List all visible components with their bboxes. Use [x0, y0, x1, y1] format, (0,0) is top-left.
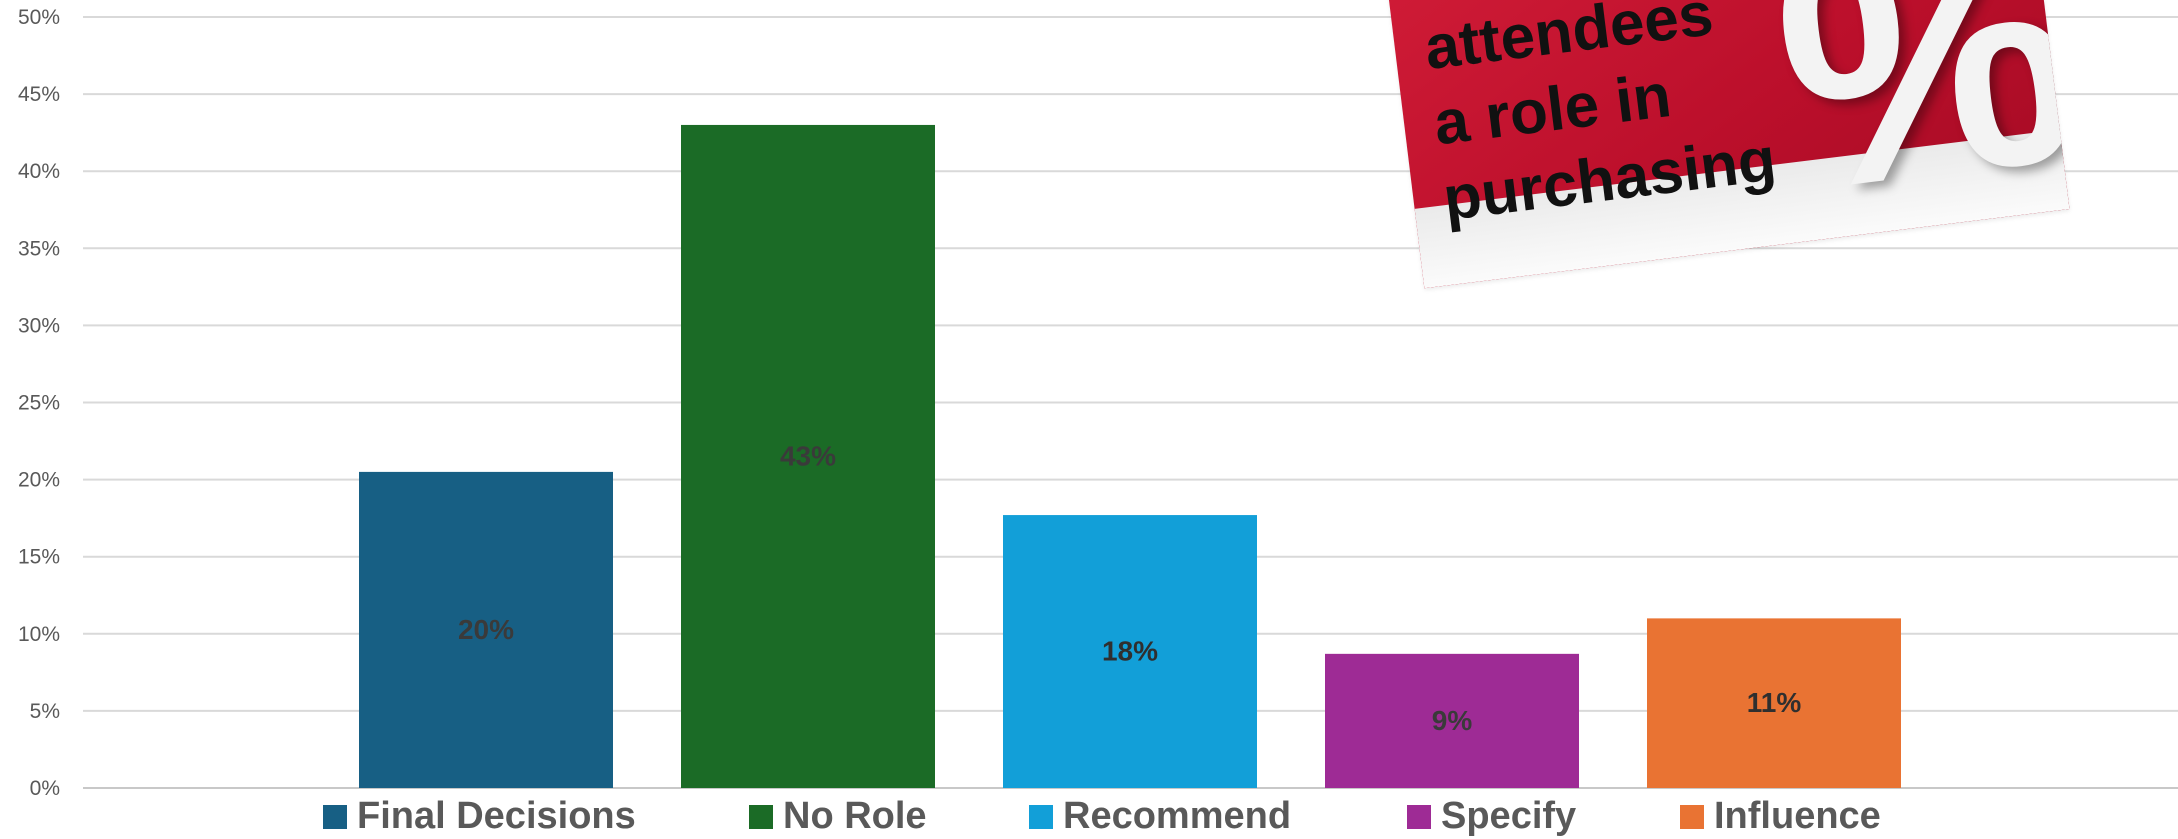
legend-swatch: [323, 805, 347, 829]
y-tick-label: 10%: [18, 623, 60, 646]
y-tick-label: 15%: [18, 546, 60, 569]
y-tick-label: 25%: [18, 392, 60, 415]
legend-swatch: [1407, 805, 1431, 829]
y-tick-label: 0%: [30, 777, 60, 800]
y-tick-label: 20%: [18, 469, 60, 492]
y-tick-label: 30%: [18, 314, 60, 337]
y-tick-label: 45%: [18, 83, 60, 106]
y-tick-label: 35%: [18, 237, 60, 260]
legend-swatch: [749, 805, 773, 829]
data-label: 11%: [1747, 687, 1802, 718]
legend-swatch: [1680, 805, 1704, 829]
legend-label: No Role: [783, 795, 927, 837]
legend-swatch: [1029, 805, 1053, 829]
legend-label: Influence: [1714, 795, 1881, 837]
legend: Final Decisions No Role Recommend Specify In…: [323, 795, 1881, 837]
y-tick-label: 50%: [18, 6, 60, 29]
y-tick-label: 40%: [18, 160, 60, 183]
percent-symbol: %: [1761, 0, 2069, 242]
y-tick-label: 5%: [30, 700, 60, 723]
legend-label: Final Decisions: [357, 795, 636, 837]
data-label: 20%: [458, 614, 514, 645]
legend-label: Recommend: [1063, 795, 1291, 837]
y-axis-tick-labels: 0% 5% 10% 15% 20% 25% 30% 35% 40% 45% 50%: [18, 6, 60, 800]
data-label: 43%: [780, 440, 836, 471]
data-label: 9%: [1432, 705, 1473, 736]
legend-label: Specify: [1441, 795, 1576, 837]
data-label: 18%: [1102, 636, 1158, 667]
